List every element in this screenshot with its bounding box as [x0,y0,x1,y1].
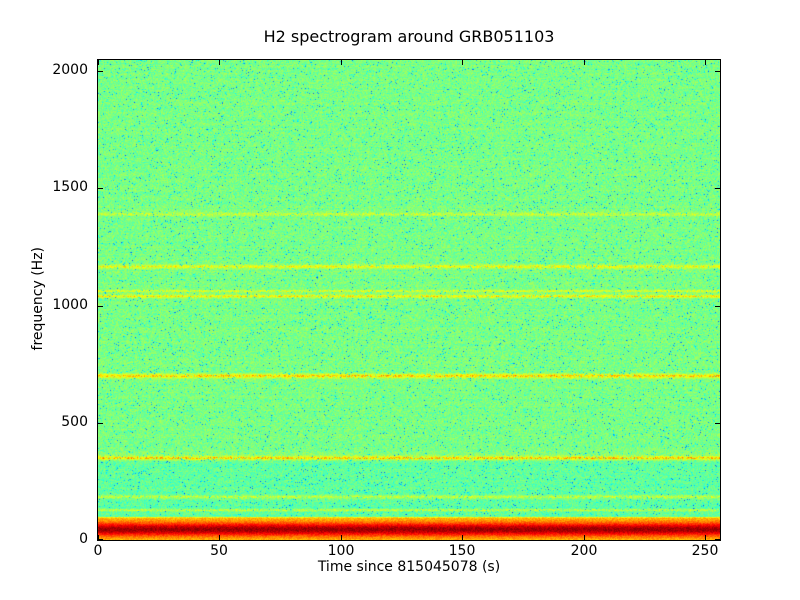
x-tick-label: 0 [93,543,103,559]
y-tick-label: 500 [61,414,88,430]
x-axis-label: Time since 815045078 (s) [317,559,501,575]
y-tick-label: 1000 [52,297,88,313]
y-axis-label-wrap: frequency (Hz) [30,59,46,539]
x-tick-label: 50 [210,543,228,559]
x-tick-label: 150 [448,543,476,559]
y-tick-label: 1500 [52,179,88,195]
x-tick-label: 250 [691,543,719,559]
plot-title: H2 spectrogram around GRB051103 [263,27,555,46]
y-tick-label: 2000 [52,62,88,78]
spectrogram-image [98,60,720,540]
y-tick-label: 0 [79,531,88,547]
plot-area [97,59,721,541]
x-tick-label: 200 [570,543,598,559]
x-tick-label: 100 [327,543,355,559]
y-axis-label: frequency (Hz) [30,247,46,351]
